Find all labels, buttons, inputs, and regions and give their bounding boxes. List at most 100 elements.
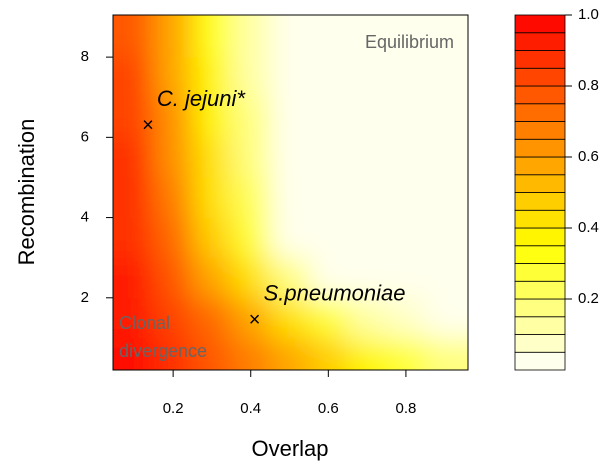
contour-cell	[153, 217, 194, 259]
contour-cell	[386, 57, 426, 98]
colorbar-band	[514, 85, 566, 105]
contour-cell	[425, 15, 468, 58]
contour-cell	[425, 297, 468, 339]
contour-cell	[113, 57, 155, 98]
contour-cell	[425, 177, 468, 219]
contour-cell	[270, 97, 310, 138]
y-tick-label: 6	[81, 128, 89, 145]
contour-cell	[231, 297, 271, 339]
contour-cell	[270, 257, 310, 299]
contour-cell	[231, 15, 271, 58]
colorbar-band	[514, 280, 566, 300]
contour-cell	[308, 257, 349, 299]
contour-cell	[113, 257, 155, 299]
contour-cell	[308, 137, 349, 178]
contour-cell	[153, 337, 194, 370]
contour-cell	[231, 257, 271, 299]
contour-cell	[425, 337, 468, 370]
contour-cell	[113, 337, 155, 370]
y-tick-label: 4	[81, 209, 89, 226]
contour-cell	[386, 177, 426, 219]
colorbar-band	[514, 209, 566, 229]
contour-cell	[308, 15, 349, 58]
y-tick-label: 8	[81, 48, 89, 65]
point-marker: ×	[142, 115, 154, 137]
contour-cell	[231, 57, 271, 98]
colorbar-tick-label: 0.6	[578, 148, 599, 165]
contour-cell	[270, 337, 310, 370]
colorbar-band	[514, 245, 566, 264]
contour-cell	[386, 137, 426, 178]
contour-cell	[386, 217, 426, 259]
contour-cell	[192, 15, 232, 58]
region-label: divergence	[119, 341, 207, 361]
colorbar-band	[514, 263, 566, 282]
contour-cell	[308, 97, 349, 138]
colorbar-tick-label: 0.4	[578, 219, 599, 236]
y-tick-label: 2	[81, 289, 89, 306]
contour-cell	[113, 217, 155, 259]
contour-cell	[347, 337, 388, 370]
x-axis-label: Overlap	[251, 436, 328, 461]
colorbar-band	[514, 103, 566, 122]
contour-cell	[425, 57, 468, 98]
colorbar-band	[514, 351, 566, 371]
contour-field	[113, 15, 468, 370]
x-tick-label: 0.4	[240, 400, 261, 417]
contour-cell	[192, 97, 232, 138]
contour-cell	[113, 137, 155, 178]
region-label: Equilibrium	[365, 32, 454, 52]
contour-cell	[153, 257, 194, 299]
contour-cell	[308, 337, 349, 370]
colorbar-band	[514, 192, 566, 211]
contour-cell	[270, 217, 310, 259]
colorbar-tick-label: 0.2	[578, 290, 599, 307]
contour-cell	[231, 337, 271, 370]
y-axis-label: Recombination	[14, 119, 39, 266]
contour-cell	[308, 57, 349, 98]
region-label: Clonal	[119, 313, 170, 333]
contour-cell	[386, 97, 426, 138]
colorbar-band	[514, 50, 566, 69]
contour-cell	[270, 297, 310, 339]
contour-cell	[270, 15, 310, 58]
colorbar-band	[514, 138, 566, 158]
contour-cell	[192, 297, 232, 339]
point-label: C. jejuni*	[157, 86, 246, 111]
contour-cell	[192, 217, 232, 259]
colorbar-band	[514, 174, 566, 193]
contour-cell	[192, 137, 232, 178]
contour-cell	[347, 57, 388, 98]
contour-cell	[113, 97, 155, 138]
contour-cell	[308, 217, 349, 259]
contour-cell	[153, 97, 194, 138]
contour-cell	[153, 297, 194, 339]
contour-cell	[153, 177, 194, 219]
contour-cell	[231, 177, 271, 219]
contour-cell	[425, 97, 468, 138]
point-label: S.pneumoniae	[264, 281, 406, 306]
colorbar-band	[514, 227, 566, 247]
contour-cell	[308, 177, 349, 219]
contour-cell	[231, 97, 271, 138]
contour-cell	[270, 177, 310, 219]
contour-cells	[113, 15, 468, 370]
contour-cell	[231, 217, 271, 259]
contour-cell	[425, 137, 468, 178]
contour-cell	[153, 15, 194, 58]
contour-cell	[270, 57, 310, 98]
contour-cell	[386, 257, 426, 299]
contour-cell	[347, 15, 388, 58]
colorbar-band	[514, 298, 566, 318]
contour-cell	[192, 57, 232, 98]
contour-cell	[192, 257, 232, 299]
contour-cell	[113, 297, 155, 339]
contour-cell	[386, 337, 426, 370]
contour-cell	[347, 137, 388, 178]
contour-cell	[347, 177, 388, 219]
contour-cell	[192, 337, 232, 370]
contour-cell	[192, 177, 232, 219]
colorbar-band	[514, 14, 566, 34]
x-tick-label: 0.8	[395, 400, 416, 417]
